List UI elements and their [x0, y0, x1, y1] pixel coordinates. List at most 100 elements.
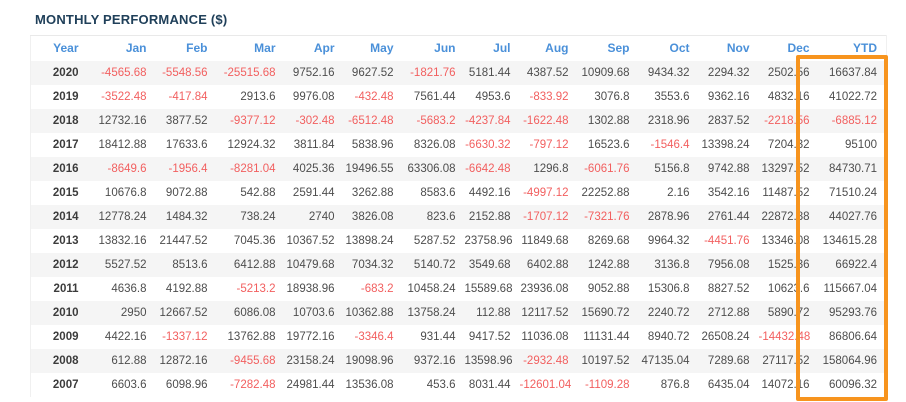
column-header-jun[interactable]: Jun: [434, 41, 456, 56]
month-value-cell: 7956.08: [707, 258, 750, 271]
month-value-cell: -1821.76: [410, 66, 456, 79]
table-header: Year Jan Feb Mar Apr May Jun Jul Aug Sep Oct Nov Dec…: [31, 36, 887, 61]
month-value-cell: 3542.16: [707, 186, 750, 199]
column-header-may[interactable]: May: [370, 41, 394, 56]
month-value-cell: 10362.88: [345, 306, 394, 319]
month-value-cell: 23158.24: [286, 354, 335, 367]
month-value-cell: 2837.52: [707, 114, 750, 127]
month-value-cell: 1484.32: [165, 210, 208, 223]
month-value-cell: 11849.68: [521, 234, 569, 247]
table-row-2008: 2008 612.88 12872.16 -9455.68 23158.24 19098.…: [30, 348, 887, 373]
month-value-cell: 10367.52: [286, 234, 335, 247]
month-value-cell: -9377.12: [230, 114, 276, 127]
table-row-2020: 2020 -4565.68 -5548.56 -25515.68 9752.16 9627…: [30, 60, 887, 85]
month-value-cell: 12872.16: [159, 354, 208, 367]
column-header-feb[interactable]: Feb: [186, 41, 208, 56]
month-value-cell: -8649.6: [107, 162, 147, 175]
column-header-oct[interactable]: Oct: [669, 41, 690, 56]
month-value-cell: 2318.96: [647, 114, 690, 127]
month-value-cell: 2712.88: [707, 306, 750, 319]
column-header-jan[interactable]: Jan: [125, 41, 147, 56]
year-cell: 2020: [52, 66, 79, 79]
year-cell: 2012: [52, 258, 79, 271]
column-header-mar[interactable]: Mar: [254, 41, 276, 56]
month-value-cell: -6061.76: [584, 162, 630, 175]
month-value-cell: 17633.6: [165, 138, 208, 151]
month-value-cell: 3076.8: [594, 90, 630, 103]
month-value-cell: 12778.24: [98, 210, 147, 223]
month-value-cell: -1707.12: [523, 210, 569, 223]
month-value-cell: 18412.88: [98, 138, 147, 151]
table-row-2011: 2011 4636.8 4192.88 -5213.2 18938.96 -683.2 10…: [31, 277, 887, 301]
column-header-sep[interactable]: Sep: [607, 41, 630, 56]
month-value-cell: -6512.48: [348, 114, 394, 127]
month-value-cell: 7561.44: [413, 90, 456, 103]
month-value-cell: -302.48: [295, 114, 335, 127]
month-value-cell: 14072.16: [761, 378, 810, 391]
table-row-2014: 2014 12778.24 1484.32 738.24 2740 3826.08 823.…: [30, 204, 887, 229]
month-value-cell: 876.8: [660, 378, 690, 391]
month-value-cell: 9742.88: [707, 162, 750, 175]
year-cell: 2019: [52, 90, 79, 103]
month-value-cell: 5890.72: [767, 306, 810, 319]
month-value-cell: 3549.68: [468, 258, 511, 271]
month-value-cell: -1337.12: [162, 330, 208, 343]
month-value-cell: -833.92: [529, 90, 569, 103]
month-value-cell: 4636.8: [111, 282, 147, 295]
column-header-apr[interactable]: Apr: [313, 41, 335, 56]
year-cell: 2017: [52, 138, 79, 151]
month-value-cell: -7282.48: [230, 378, 276, 391]
month-value-cell: 10197.52: [581, 354, 630, 367]
month-value-cell: 10458.24: [407, 282, 456, 295]
month-value-cell: 19772.16: [286, 330, 335, 343]
table-row-2013: 2013 13832.16 21447.52 7045.36 10367.52 13898…: [31, 229, 887, 253]
month-value-cell: 21447.52: [159, 234, 208, 247]
column-header-dec[interactable]: Dec: [787, 41, 810, 56]
column-header-ytd[interactable]: YTD: [853, 41, 877, 56]
month-value-cell: 2240.72: [647, 306, 690, 319]
month-value-cell: 12732.16: [98, 114, 147, 127]
month-value-cell: 4387.52: [526, 66, 569, 79]
month-value-cell: 13536.08: [345, 378, 394, 391]
month-value-cell: -417.84: [168, 90, 208, 103]
month-value-cell: 7034.32: [351, 258, 394, 271]
ytd-value-cell: 158064.96: [822, 354, 877, 367]
month-value-cell: -14432.48: [758, 330, 811, 343]
performance-table-wrap: Year Jan Feb Mar Apr May Jun Jul Aug Sep Oct Nov Dec…: [30, 35, 888, 401]
month-value-cell: 10676.8: [104, 186, 147, 199]
month-value-cell: 5156.8: [654, 162, 690, 175]
month-value-cell: 7289.68: [707, 354, 750, 367]
month-value-cell: 9362.16: [707, 90, 750, 103]
month-value-cell: 9964.32: [647, 234, 690, 247]
month-value-cell: 8513.6: [172, 258, 208, 271]
month-value-cell: -797.12: [529, 138, 569, 151]
month-value-cell: 9976.08: [292, 90, 335, 103]
table-row-2016: 2016 -8649.6 -1956.4 -8281.04 4025.36 19496.5…: [30, 156, 887, 181]
month-value-cell: -1956.4: [168, 162, 208, 175]
column-header-nov[interactable]: Nov: [726, 41, 750, 56]
month-value-cell: 453.6: [426, 378, 456, 391]
month-value-cell: -3522.48: [101, 90, 147, 103]
ytd-value-cell: 71510.24: [829, 186, 877, 199]
month-value-cell: -2932.48: [523, 354, 569, 367]
table-row-2015: 2015 10676.8 9072.88 542.88 2591.44 3262.88 85…: [31, 181, 887, 205]
month-value-cell: -4237.84: [465, 114, 511, 127]
month-value-cell: 15690.72: [581, 306, 630, 319]
month-value-cell: 4025.36: [292, 162, 335, 175]
month-value-cell: 9434.32: [647, 66, 690, 79]
month-value-cell: 5181.44: [468, 66, 511, 79]
month-value-cell: 3826.08: [351, 210, 394, 223]
ytd-value-cell: 115667.04: [823, 282, 877, 295]
column-header-jul[interactable]: Jul: [493, 41, 511, 56]
month-value-cell: -5548.56: [162, 66, 208, 79]
month-value-cell: 931.44: [420, 330, 456, 343]
year-cell: 2016: [52, 162, 79, 175]
month-value-cell: 2913.6: [240, 90, 276, 103]
month-value-cell: 4832.16: [767, 90, 810, 103]
month-value-cell: 9372.16: [413, 354, 456, 367]
month-value-cell: 7045.36: [233, 234, 276, 247]
column-header-aug[interactable]: Aug: [545, 41, 569, 56]
month-value-cell: 22252.88: [581, 186, 630, 199]
month-value-cell: 3811.84: [293, 138, 335, 151]
column-header-year[interactable]: Year: [53, 41, 79, 56]
